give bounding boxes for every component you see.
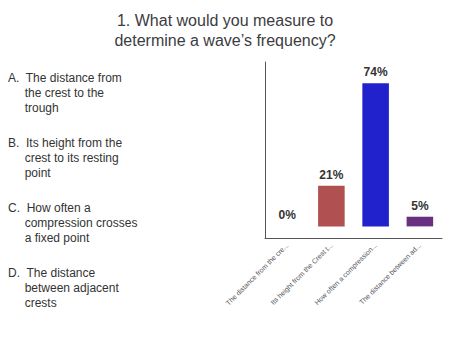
svg-text:5%: 5% (411, 199, 429, 213)
svg-text:a fixed point: a fixed point (8, 231, 90, 245)
svg-text:B. Its height from the: B. Its height from the (8, 136, 122, 150)
svg-text:crests: crests (8, 296, 57, 310)
svg-text:A. The distance from: A. The distance from (8, 71, 122, 85)
svg-text:74%: 74% (364, 65, 388, 79)
svg-text:21%: 21% (319, 168, 343, 182)
svg-text:between adjacent: between adjacent (8, 281, 119, 295)
svg-text:compression crosses: compression crosses (8, 216, 137, 230)
svg-text:0%: 0% (278, 208, 296, 222)
svg-text:C. How often a: C. How often a (8, 201, 91, 215)
svg-text:trough: trough (8, 101, 59, 115)
svg-text:The distance between ad...: The distance between ad... (358, 241, 422, 305)
svg-text:1. What would you measure to: 1. What would you measure to (117, 12, 333, 29)
svg-text:the crest to the: the crest to the (8, 86, 104, 100)
svg-text:Its height from the Crest t...: Its height from the Crest t... (269, 241, 334, 306)
svg-text:crest to its resting: crest to its resting (8, 151, 119, 165)
svg-text:point: point (8, 166, 51, 180)
svg-text:How often a compression...: How often a compression... (313, 241, 379, 307)
svg-text:D. The distance: D. The distance (8, 266, 95, 280)
svg-text:The distance from the cre...: The distance from the cre... (224, 241, 290, 307)
svg-text:determine a wave’s frequency?: determine a wave’s frequency? (114, 32, 335, 49)
